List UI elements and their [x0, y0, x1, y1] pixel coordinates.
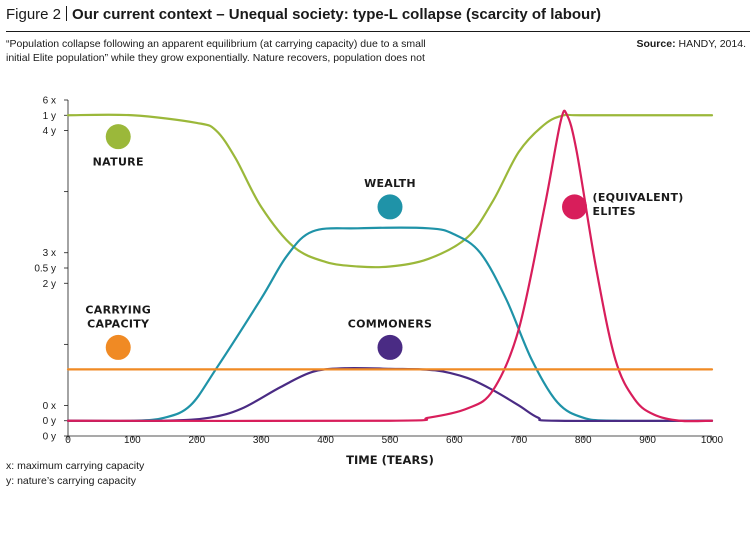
label-dot-nature	[105, 124, 131, 150]
series-label-equivalent-elites: (EQUIVALENT)	[593, 191, 684, 204]
y-tick-label: 2 y	[43, 279, 56, 290]
series-line-commoners	[66, 366, 714, 423]
figure-number: Figure 2	[6, 6, 62, 23]
series-label-carrying-capacity: CARRYING	[85, 303, 151, 316]
y-tick-label: 4 y	[43, 126, 56, 137]
x-tick-label: 600	[446, 435, 463, 446]
y-tick-label: 0 y	[43, 432, 56, 443]
header-rule	[6, 31, 750, 32]
label-dot-commoners	[377, 334, 403, 360]
series-label-carrying-capacity: CAPACITY	[87, 317, 150, 330]
x-tick-label: 700	[510, 435, 527, 446]
series-line-equivalent-elites	[66, 109, 714, 423]
y-tick-label: 1 y	[43, 111, 56, 122]
x-tick-label: 800	[575, 435, 592, 446]
x-tick-label: 0	[65, 435, 71, 446]
series-line-nature	[66, 113, 714, 269]
x-tick-label: 900	[639, 435, 656, 446]
source-label: Source:	[636, 38, 676, 50]
y-tick-label: 0.5 y	[34, 264, 56, 275]
label-dot-wealth	[377, 194, 403, 220]
source-note: Source: HANDY, 2014.	[636, 38, 746, 50]
series-label-equivalent-elites: ELITES	[593, 205, 636, 218]
series-label-wealth: WEALTH	[364, 177, 416, 190]
series-label-nature: NATURE	[93, 156, 144, 169]
y-tick-label: 0 x	[43, 401, 56, 412]
figure-header: Figure 2 Our current context – Unequal so…	[6, 6, 744, 23]
y-tick-label: 3 x	[43, 248, 56, 259]
header-separator	[66, 6, 68, 21]
x-tick-label: 400	[317, 435, 334, 446]
figure-title: Our current context – Unequal society: t…	[72, 6, 602, 23]
series-label-commoners: COMMONERS	[348, 317, 432, 330]
x-tick-label: 300	[253, 435, 270, 446]
x-tick-label: 100	[124, 435, 141, 446]
source-text: HANDY, 2014.	[678, 38, 746, 50]
footnote-x: x: maximum carrying capacity	[6, 460, 145, 472]
footnote-y: y: nature’s carrying capacity	[6, 475, 136, 487]
label-dot-carrying-capacity	[105, 334, 131, 360]
y-tick-label: 6 x	[43, 96, 56, 107]
x-tick-label: 200	[188, 435, 205, 446]
y-tick-label: 0 y	[43, 416, 56, 427]
figure-subtitle: “Population collapse following an appare…	[6, 38, 426, 64]
x-axis-label: TIME (TEARS)	[346, 453, 434, 467]
label-dot-equivalent-elites	[562, 194, 588, 220]
x-tick-label: 500	[382, 435, 399, 446]
x-tick-label: 1000	[701, 435, 724, 446]
series-line-wealth	[66, 226, 714, 423]
